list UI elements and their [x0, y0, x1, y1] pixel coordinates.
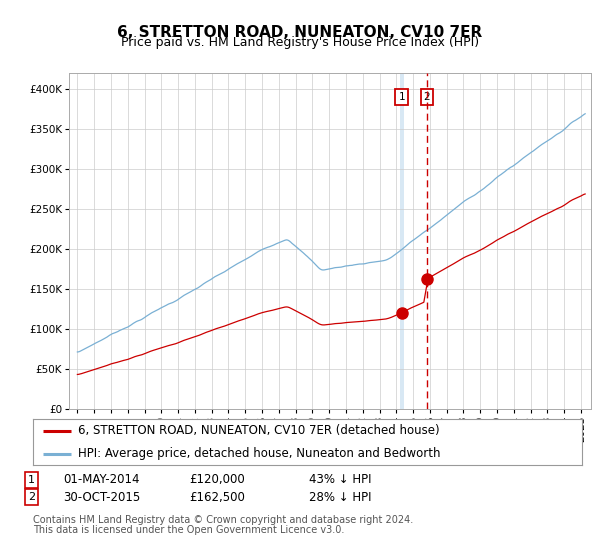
Text: 43% ↓ HPI: 43% ↓ HPI [309, 473, 371, 487]
Text: £120,000: £120,000 [189, 473, 245, 487]
Text: 01-MAY-2014: 01-MAY-2014 [63, 473, 139, 487]
Text: 6, STRETTON ROAD, NUNEATON, CV10 7ER: 6, STRETTON ROAD, NUNEATON, CV10 7ER [118, 25, 482, 40]
Text: £162,500: £162,500 [189, 491, 245, 504]
Text: HPI: Average price, detached house, Nuneaton and Bedworth: HPI: Average price, detached house, Nune… [78, 447, 440, 460]
Text: 2: 2 [424, 92, 430, 102]
Text: Price paid vs. HM Land Registry's House Price Index (HPI): Price paid vs. HM Land Registry's House … [121, 36, 479, 49]
Text: 28% ↓ HPI: 28% ↓ HPI [309, 491, 371, 504]
Bar [400, 73, 404, 409]
Text: 1: 1 [28, 475, 35, 485]
Text: 1: 1 [398, 92, 405, 102]
Text: 2: 2 [28, 492, 35, 502]
Text: This data is licensed under the Open Government Licence v3.0.: This data is licensed under the Open Gov… [33, 525, 344, 535]
Text: 30-OCT-2015: 30-OCT-2015 [63, 491, 140, 504]
Text: 6, STRETTON ROAD, NUNEATON, CV10 7ER (detached house): 6, STRETTON ROAD, NUNEATON, CV10 7ER (de… [78, 424, 440, 437]
Text: Contains HM Land Registry data © Crown copyright and database right 2024.: Contains HM Land Registry data © Crown c… [33, 515, 413, 525]
